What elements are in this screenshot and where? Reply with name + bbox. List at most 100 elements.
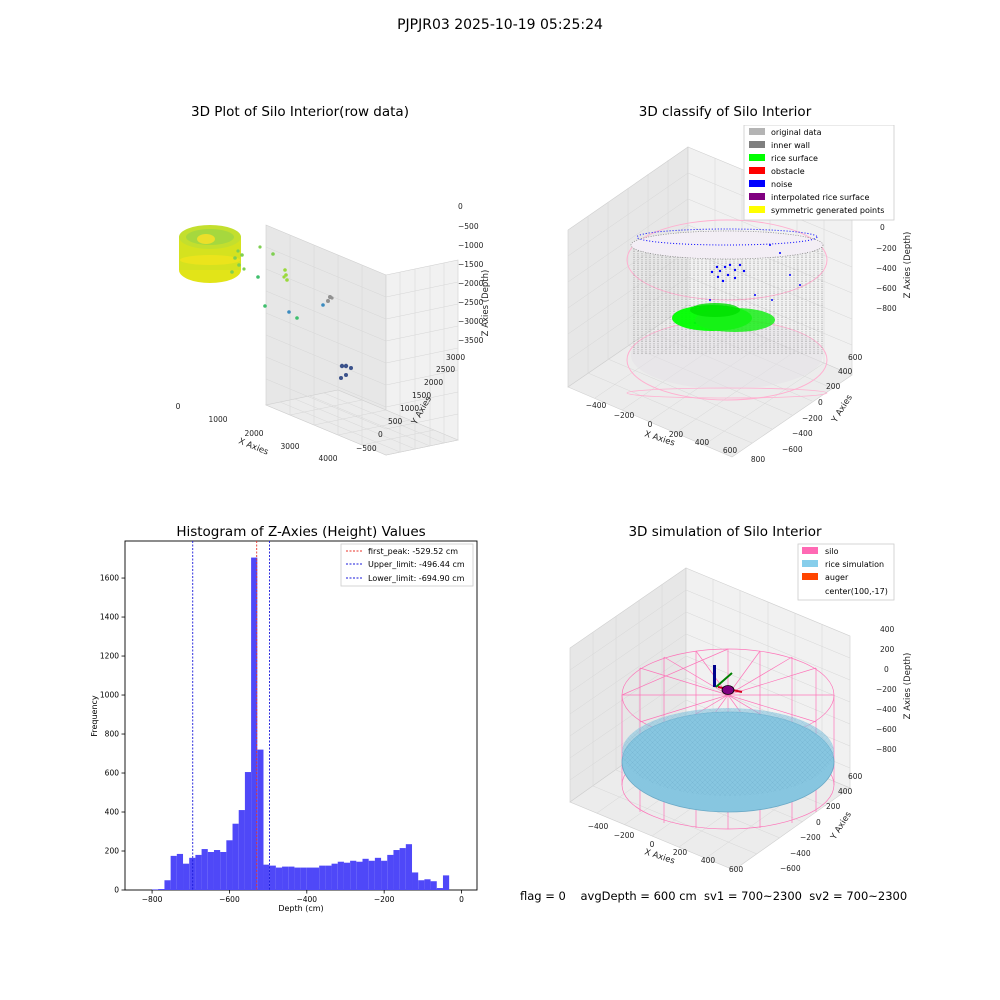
x-tick-label: −200 [614, 831, 635, 840]
histogram-bar [381, 860, 388, 890]
status-line: flag = 0 avgDepth = 600 cm sv1 = 700~230… [520, 889, 908, 903]
histogram-bar [195, 854, 202, 890]
classify-3d-plot: −400 −200 0 200 400 600 800 X Axies −600… [567, 125, 913, 464]
legend-swatch-interpolated-rice-surface [749, 193, 765, 200]
z-tick-label: −400 [876, 264, 897, 273]
classify-z-axis-label: Z Axies (Depth) [903, 232, 913, 299]
y-tick-label: 1500 [412, 391, 431, 400]
x-tick-label: −400 [588, 822, 609, 831]
raw-z-axis-label: Z Axies (Depth) [481, 270, 491, 337]
y-tick-label: 200 [826, 802, 841, 811]
simulation-x-ticks: −400 −200 0 200 400 600 [588, 822, 744, 874]
histogram-bar [201, 849, 208, 890]
y-tick-label: 2000 [424, 378, 443, 387]
y-tick-label: 0 [378, 430, 383, 439]
y-tick-label: 0 [114, 886, 119, 895]
histogram-bar [374, 857, 382, 890]
legend-label-original-data: original data [771, 128, 822, 137]
histogram-bar [152, 889, 159, 890]
histogram-bar [207, 851, 214, 890]
reference-lines [192, 541, 270, 890]
classify-y-axis-label: Y Axies [830, 393, 856, 426]
x-tick-label: 400 [701, 856, 716, 865]
raw-plot-title: 3D Plot of Silo Interior(row data) [191, 104, 409, 120]
legend-swatch-auger [802, 573, 818, 580]
y-axis-ticks: 0 200 400 600 800 1000 1200 1400 1600 [100, 574, 125, 895]
simulation-legend: silo rice simulation auger center(100,-1… [797, 543, 895, 601]
x-axis-ticks: −800 −600 −400 −200 0 [142, 890, 464, 904]
histogram-bar [331, 863, 338, 890]
legend-swatch-original-data [749, 128, 765, 135]
histogram-legend: first_peak: -529.52 cm Upper_limit: -496… [340, 543, 474, 587]
histogram-bar [226, 840, 233, 890]
z-tick-label: 0 [880, 223, 885, 232]
x-tick-label: −200 [374, 895, 395, 904]
legend-label-inner-wall: inner wall [771, 141, 810, 150]
z-tick-label: −1000 [458, 241, 484, 250]
x-tick-label: 4000 [318, 454, 337, 463]
z-tick-label: −600 [876, 725, 897, 734]
classify-point-cloud [626, 219, 828, 401]
histogram-bar [362, 858, 369, 890]
simulation-y-axis-label: Y Axies [829, 810, 855, 843]
histogram-bar [412, 872, 419, 890]
histogram-bar [337, 861, 344, 890]
center-marker [721, 685, 735, 695]
y-tick-label: 1000 [400, 404, 419, 413]
histogram-bar [430, 881, 437, 890]
y-tick-label: 400 [838, 787, 853, 796]
z-tick-label: 0 [884, 665, 889, 674]
y-tick-label: −200 [802, 414, 823, 423]
x-tick-label: −400 [586, 401, 607, 410]
histogram-bars [152, 557, 450, 890]
histogram-bar [300, 867, 307, 890]
z-tick-label: −2500 [458, 298, 484, 307]
histogram-bar [387, 854, 394, 890]
x-tick-label: −800 [142, 895, 163, 904]
histogram-bar [244, 772, 252, 890]
x-tick-label: 600 [723, 446, 738, 455]
y-tick-label: 600 [848, 353, 863, 362]
histogram-bar [325, 865, 332, 890]
x-tick-label: 0 [176, 402, 181, 411]
x-tick-label: −200 [614, 411, 635, 420]
histogram-bar [350, 860, 357, 890]
axes-box [264, 224, 460, 456]
y-tick-label: 400 [838, 367, 853, 376]
figure-title: PJPJR03 2025-10-19 05:25:24 [397, 17, 603, 33]
histogram-bar [269, 865, 276, 890]
x-tick-label: 0 [648, 420, 653, 429]
auger-shaft [713, 665, 716, 687]
legend-label-interpolated-rice-surface: interpolated rice surface [771, 193, 869, 202]
plot-frame [124, 540, 478, 891]
y-tick-label: 800 [105, 730, 120, 739]
legend-label-upper-limit: Upper_limit: -496.44 cm [368, 560, 465, 569]
y-tick-label: 200 [826, 382, 841, 391]
x-axis-label: Depth (cm) [278, 904, 323, 913]
histogram-bar [220, 851, 227, 890]
x-tick-label: 200 [673, 848, 688, 857]
simulation-x-axis-label: X Axies [643, 847, 676, 866]
classify-plot-title: 3D classify of Silo Interior [638, 104, 812, 120]
x-tick-label: −600 [219, 895, 240, 904]
raw-z-ticks: 0 −500 −1000 −1500 −2000 −2500 −3000 −35… [458, 202, 484, 345]
histogram-bar [424, 879, 431, 890]
histogram-bar [442, 875, 450, 890]
legend-label-lower-limit: Lower_limit: -694.90 cm [368, 574, 465, 583]
histogram-bar [213, 850, 221, 890]
histogram-bar [158, 889, 165, 890]
legend-label-auger: auger [825, 573, 849, 582]
z-tick-label: 400 [880, 625, 895, 634]
legend-swatch-symmetric-generated-points [749, 206, 765, 213]
histogram-bar [176, 853, 184, 890]
simulation-y-ticks: −600 −400 −200 0 200 400 600 [780, 772, 863, 873]
legend-label-symmetric-generated-points: symmetric generated points [771, 206, 884, 215]
x-tick-label: 3000 [280, 442, 299, 451]
y-tick-label: 1600 [100, 574, 119, 583]
histogram-bar [183, 863, 190, 890]
legend-label-rice-simulation: rice simulation [825, 560, 884, 569]
z-tick-label: −1500 [458, 260, 484, 269]
histogram-bar [312, 867, 320, 890]
rice-simulation-surface [621, 708, 835, 813]
simulation-z-axis-label: Z Axies (Depth) [903, 653, 913, 720]
